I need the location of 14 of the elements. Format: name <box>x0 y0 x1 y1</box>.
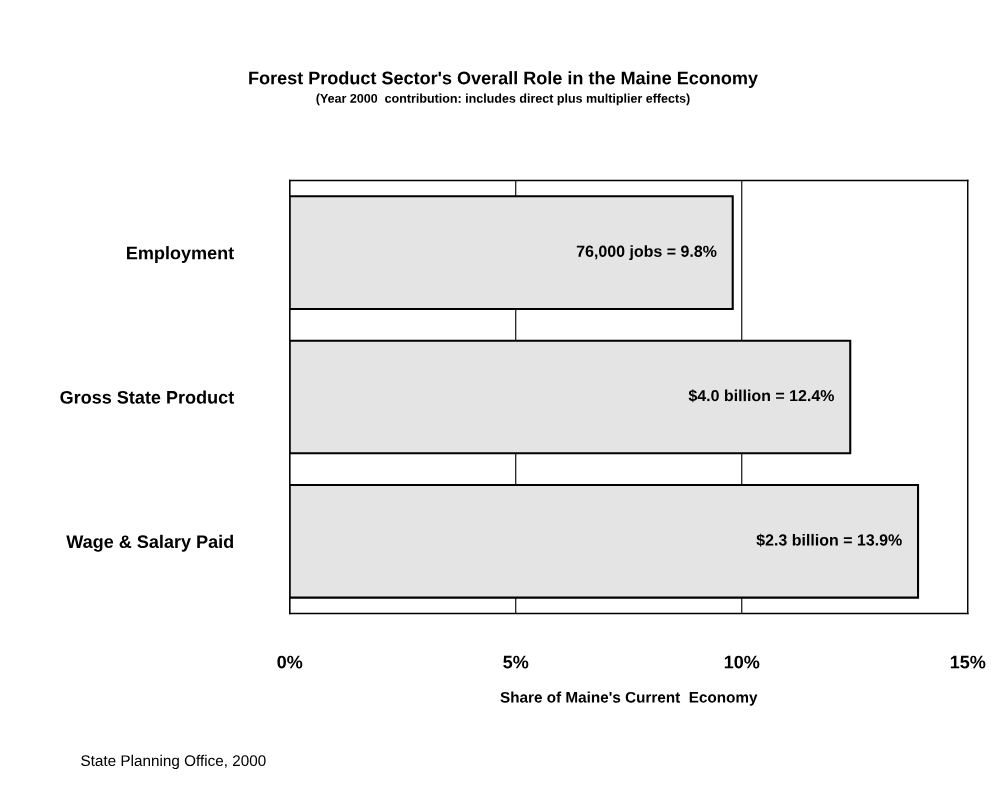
x-axis-title: Share of Maine's Current Economy <box>500 691 758 706</box>
y-tick-label: Gross State Product <box>60 390 234 404</box>
x-tick-label: 15% <box>950 655 986 669</box>
text: State Planning Office, 2000 <box>81 754 266 770</box>
x-tick-label: 0% <box>277 655 303 669</box>
x-tick-label: 5% <box>503 655 529 669</box>
x-tick-label: 10% <box>724 655 760 669</box>
y-tick-label: Wage & Salary Paid <box>66 534 233 552</box>
data-label: $4.0 billion = 12.4% <box>688 389 835 403</box>
data-label: $2.3 billion = 13.9% <box>756 533 902 547</box>
chart-title: Forest Product Sector's Overall Role in the Maine Economy <box>249 71 758 88</box>
data-label: 76,000 jobs = 9.8% <box>576 245 717 261</box>
chart-subtitle: (Year 2000 contribution: includes direct plus multiplier effects) <box>316 93 690 106</box>
y-tick-label: Employment <box>127 246 234 263</box>
